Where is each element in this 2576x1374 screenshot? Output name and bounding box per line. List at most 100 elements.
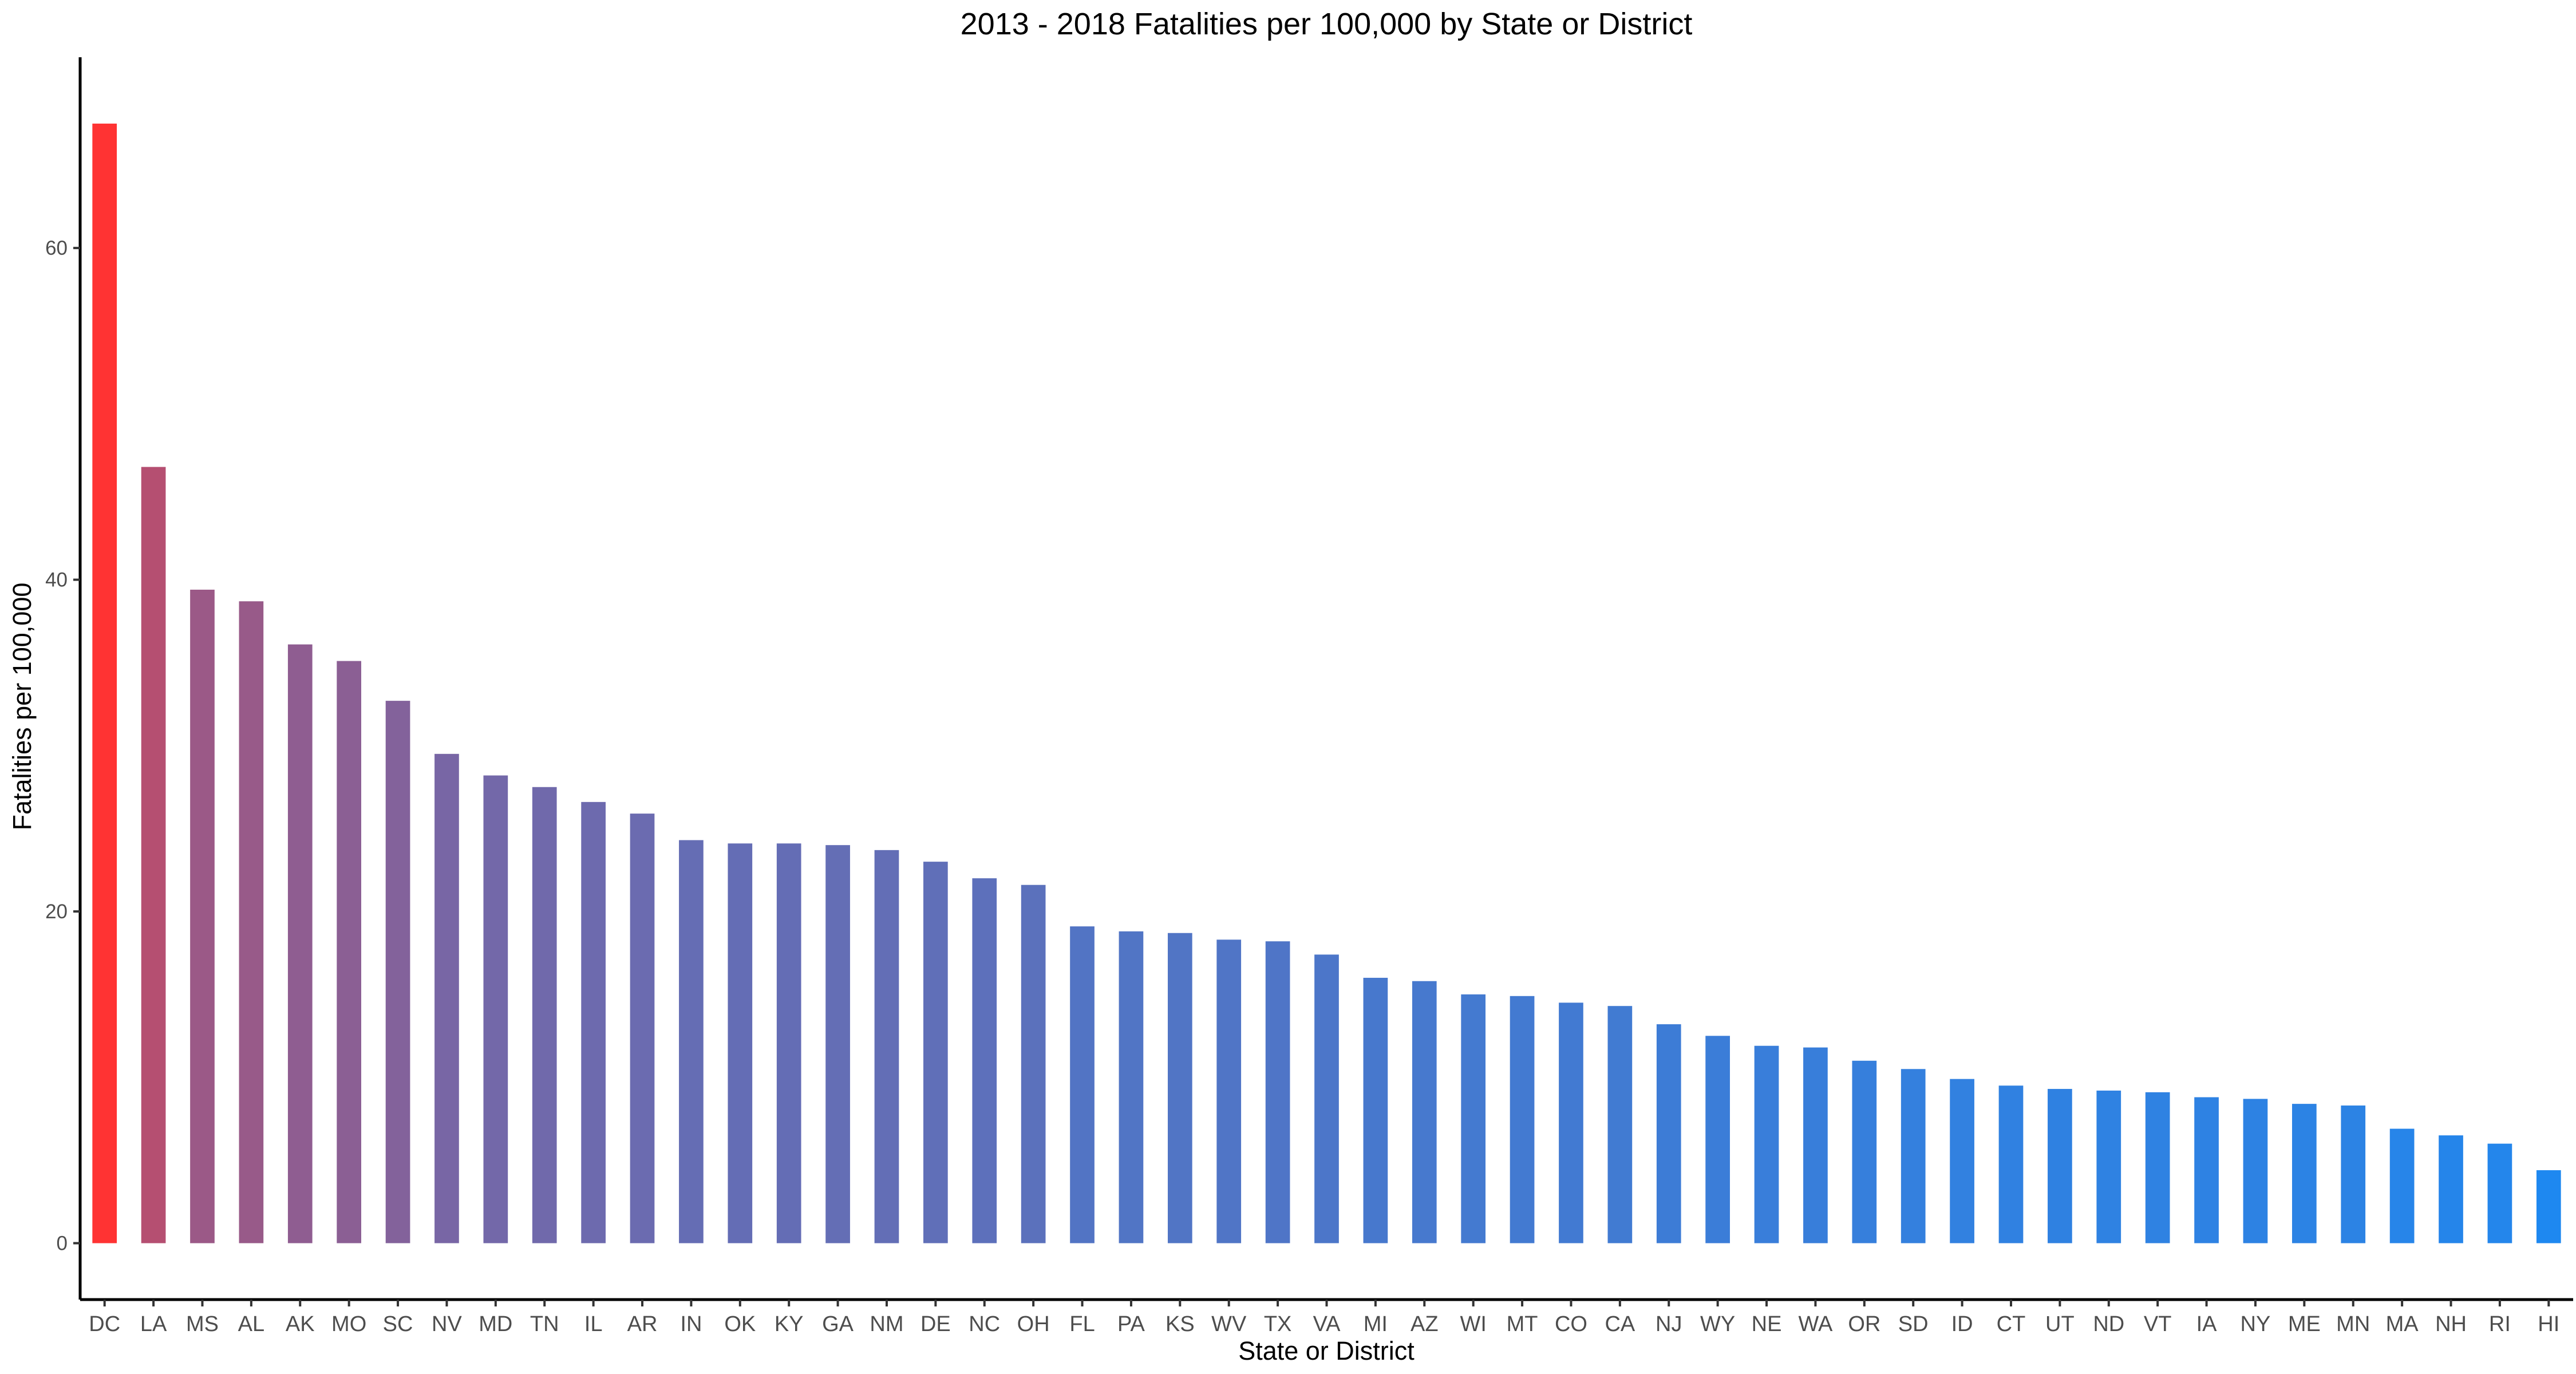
bar-ny: [2243, 1099, 2268, 1243]
x-tick-label: MS: [186, 1312, 219, 1336]
y-axis-title: Fatalities per 100,000: [7, 583, 37, 831]
x-tick-label: AK: [286, 1312, 315, 1336]
x-tick-label: ID: [1951, 1312, 1973, 1336]
bar-ca: [1607, 1006, 1633, 1243]
bar-hi: [2536, 1170, 2561, 1243]
bar-ut: [2048, 1089, 2072, 1243]
bar-mn: [2341, 1105, 2366, 1243]
x-tick-label: IA: [2196, 1312, 2218, 1336]
y-tick-label: 20: [45, 901, 68, 923]
bar-in: [679, 840, 704, 1243]
chart-title: 2013 - 2018 Fatalities per 100,000 by St…: [961, 7, 1693, 41]
x-tick-label: MA: [2386, 1312, 2419, 1336]
bar-ne: [1754, 1045, 1779, 1243]
bar-fl: [1070, 926, 1095, 1243]
bar-nd: [2096, 1090, 2121, 1243]
y-axis-ticks: 0 20 40 60: [45, 237, 80, 1254]
bar-al: [239, 601, 264, 1243]
x-tick-label: AL: [238, 1312, 264, 1336]
x-axis-ticks: DC LA MS AL AK MO SC NV MD TN IL AR IN OK KY GA NM DE NC OH…: [89, 1300, 2559, 1336]
x-tick-label: DE: [920, 1312, 951, 1336]
x-tick-label: SD: [1898, 1312, 1929, 1336]
bar-ma: [2389, 1128, 2415, 1243]
x-tick-label: NE: [1752, 1312, 1782, 1336]
x-tick-label: PA: [1117, 1312, 1145, 1336]
x-tick-label: MO: [331, 1312, 366, 1336]
x-tick-label: NM: [870, 1312, 903, 1336]
bar-md: [483, 775, 508, 1243]
x-tick-label: AZ: [1411, 1312, 1439, 1336]
bar-or: [1852, 1060, 1877, 1243]
x-tick-label: WI: [1460, 1312, 1486, 1336]
bar-ak: [287, 644, 313, 1243]
x-tick-label: WV: [1211, 1312, 1247, 1336]
x-tick-label: HI: [2538, 1312, 2559, 1336]
x-tick-label: MN: [2336, 1312, 2370, 1336]
bar-tx: [1265, 941, 1290, 1243]
x-tick-label: GA: [822, 1312, 854, 1336]
x-tick-label: SC: [383, 1312, 413, 1336]
x-tick-label: VT: [2144, 1312, 2172, 1336]
x-tick-label: NC: [969, 1312, 1000, 1336]
x-tick-label: ME: [2288, 1312, 2321, 1336]
y-tick-label: 60: [45, 237, 68, 259]
x-axis-title: State or District: [1238, 1336, 1415, 1365]
x-tick-label: VA: [1313, 1312, 1341, 1336]
bar-vt: [2145, 1092, 2170, 1243]
x-tick-label: NY: [2241, 1312, 2271, 1336]
x-tick-label: NJ: [1656, 1312, 1682, 1336]
bar-me: [2292, 1104, 2317, 1243]
x-tick-label: IL: [584, 1312, 603, 1336]
y-tick-label: 0: [57, 1232, 68, 1254]
x-tick-label: LA: [140, 1312, 167, 1336]
bar-tn: [532, 787, 557, 1243]
bar-wi: [1461, 994, 1486, 1243]
x-tick-label: MD: [479, 1312, 512, 1336]
bar-mi: [1363, 977, 1388, 1243]
bar-az: [1412, 981, 1437, 1243]
x-tick-label: WA: [1799, 1312, 1833, 1336]
bar-nm: [874, 850, 899, 1243]
bar-co: [1559, 1002, 1583, 1243]
x-tick-label: ND: [2093, 1312, 2124, 1336]
x-tick-label: OK: [724, 1312, 756, 1336]
x-tick-label: FL: [1069, 1312, 1095, 1336]
x-tick-label: OR: [1848, 1312, 1880, 1336]
x-tick-label: DC: [89, 1312, 120, 1336]
bar-wy: [1705, 1036, 1730, 1243]
x-tick-label: TX: [1264, 1312, 1292, 1336]
bar-ks: [1167, 933, 1192, 1243]
x-tick-label: MT: [1507, 1312, 1538, 1336]
bar-ia: [2194, 1097, 2219, 1243]
bar-dc: [92, 123, 117, 1243]
bar-ok: [728, 843, 753, 1243]
bar-ky: [776, 843, 801, 1243]
x-tick-label: MI: [1364, 1312, 1388, 1336]
bar-ms: [190, 590, 215, 1243]
x-tick-label: UT: [2045, 1312, 2075, 1336]
x-tick-label: CA: [1605, 1312, 1635, 1336]
plot-area: [92, 123, 2561, 1243]
y-tick-label: 40: [45, 569, 68, 591]
bar-nv: [434, 753, 459, 1243]
bar-wa: [1803, 1047, 1828, 1243]
x-tick-label: CO: [1555, 1312, 1587, 1336]
x-tick-label: KS: [1165, 1312, 1195, 1336]
x-tick-label: AR: [627, 1312, 658, 1336]
bar-nh: [2439, 1135, 2463, 1243]
bar-ga: [825, 845, 850, 1243]
x-tick-label: RI: [2489, 1312, 2511, 1336]
bar-nc: [972, 878, 997, 1243]
x-tick-label: IN: [680, 1312, 702, 1336]
bar-mo: [337, 661, 362, 1243]
bar-la: [141, 467, 166, 1243]
bar-mt: [1510, 996, 1535, 1243]
bar-pa: [1119, 931, 1144, 1243]
x-tick-label: WY: [1700, 1312, 1735, 1336]
bar-id: [1950, 1079, 1974, 1243]
x-tick-label: KY: [775, 1312, 804, 1336]
bar-sc: [385, 701, 410, 1243]
x-tick-label: NH: [2435, 1312, 2467, 1336]
